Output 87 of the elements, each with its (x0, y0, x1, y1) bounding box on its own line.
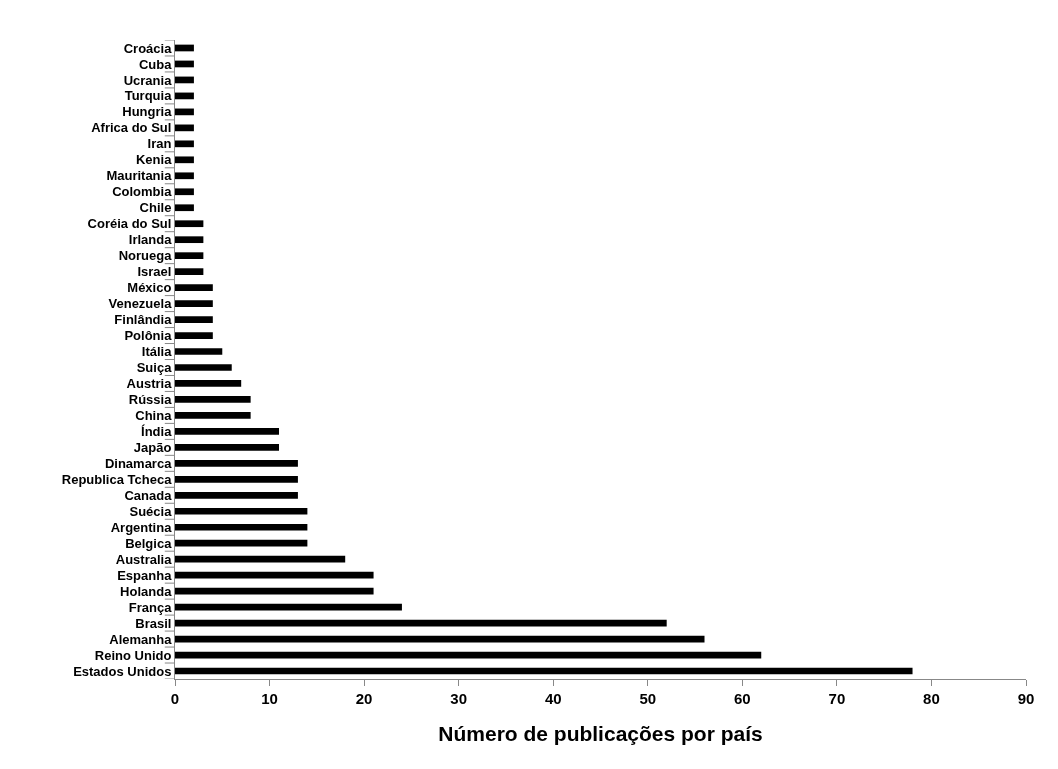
y-tick-label: Polônia (124, 328, 173, 344)
x-tick-label: 60 (733, 690, 751, 707)
y-tick-label: Venezuela (108, 296, 173, 312)
y-tick-label: Reino Unido (94, 647, 172, 663)
y-tick-label: Itália (141, 344, 173, 360)
bar (175, 523, 308, 531)
y-tick-label: Chile (139, 200, 172, 216)
y-tick-label: Hungria (122, 104, 173, 120)
x-tick-label: 80 (923, 690, 940, 707)
y-tick-label: Noruega (118, 248, 173, 264)
y-tick-label: Espanha (117, 567, 173, 583)
y-tick-label: Cuba (138, 56, 173, 72)
bar (175, 252, 204, 260)
y-tick-label: Suécia (129, 503, 173, 519)
y-tick-label: Israel (137, 264, 172, 280)
y-tick-label: Colombia (112, 184, 173, 200)
bar (175, 172, 194, 180)
y-tick-label: Croácia (123, 40, 173, 56)
y-tick-label: Belgica (125, 535, 173, 551)
bar (175, 571, 374, 579)
bar (175, 428, 280, 435)
bar (175, 380, 242, 387)
bar (175, 76, 194, 84)
y-tick-label: Argentina (110, 519, 173, 535)
bar (175, 220, 204, 228)
bar (175, 635, 705, 643)
bar (175, 236, 204, 244)
y-tick-label: Coréia do Sul (87, 216, 172, 232)
y-tick-label: Dinamarca (104, 455, 173, 471)
bar (175, 491, 298, 499)
y-tick-label: Índia (141, 423, 173, 439)
bar (175, 204, 194, 212)
bar (175, 60, 194, 68)
bar (175, 108, 194, 116)
bar (175, 156, 194, 164)
bar (175, 444, 280, 451)
x-tick-label: 10 (261, 690, 278, 707)
y-tick-label: Africa do Sul (91, 120, 172, 136)
y-tick-label: Holanda (120, 583, 173, 599)
y-tick-label: Suiça (136, 360, 173, 376)
bar (175, 475, 298, 483)
y-tick-label: México (127, 280, 172, 296)
y-tick-label: China (135, 407, 173, 423)
y-tick-label: Iran (147, 136, 172, 152)
bar (175, 300, 213, 307)
y-tick-label: Turquia (124, 88, 173, 104)
bar (175, 44, 194, 52)
y-tick-label: Canada (124, 487, 173, 503)
bar (175, 92, 194, 100)
y-tick-label: Mauritania (106, 168, 173, 184)
bar (175, 539, 308, 547)
x-tick-label: 50 (639, 690, 657, 707)
bar (175, 188, 194, 196)
x-tick-label: 40 (544, 690, 562, 707)
bar (175, 332, 213, 339)
bar (175, 364, 232, 371)
x-tick-label: 70 (828, 690, 846, 707)
y-tick-label: Finlândia (114, 312, 173, 328)
y-tick-label: Japão (133, 439, 172, 455)
bar (175, 316, 213, 323)
bar (175, 268, 204, 275)
bar (175, 507, 308, 515)
bar (175, 348, 223, 355)
y-tick-label: Ucrania (123, 72, 173, 88)
bar (175, 124, 194, 132)
y-tick-label: Australia (115, 551, 173, 567)
x-tick-label: 30 (450, 690, 468, 707)
x-tick-label: 90 (1017, 690, 1035, 707)
bar (175, 140, 194, 148)
bar (175, 396, 251, 403)
x-axis-title: Número de publicações por país (438, 722, 763, 746)
y-tick-label: Austria (126, 376, 173, 392)
bar (175, 555, 346, 563)
bar (175, 587, 374, 595)
x-tick-label: 0 (170, 690, 180, 707)
y-tick-label: Brasil (135, 615, 172, 631)
y-tick-label: Kenia (135, 152, 173, 168)
y-tick-label: Irlanda (128, 232, 173, 248)
y-tick-label: França (128, 599, 173, 615)
bar (175, 284, 213, 291)
x-tick-label: 20 (355, 690, 373, 707)
bar (175, 459, 298, 467)
y-tick-label: Republica Tcheca (61, 471, 173, 487)
y-tick-label: Estados Unidos (73, 663, 172, 679)
y-tick-label: Rússia (128, 391, 173, 407)
y-tick-label: Alemanha (109, 631, 173, 647)
bar (175, 412, 251, 419)
